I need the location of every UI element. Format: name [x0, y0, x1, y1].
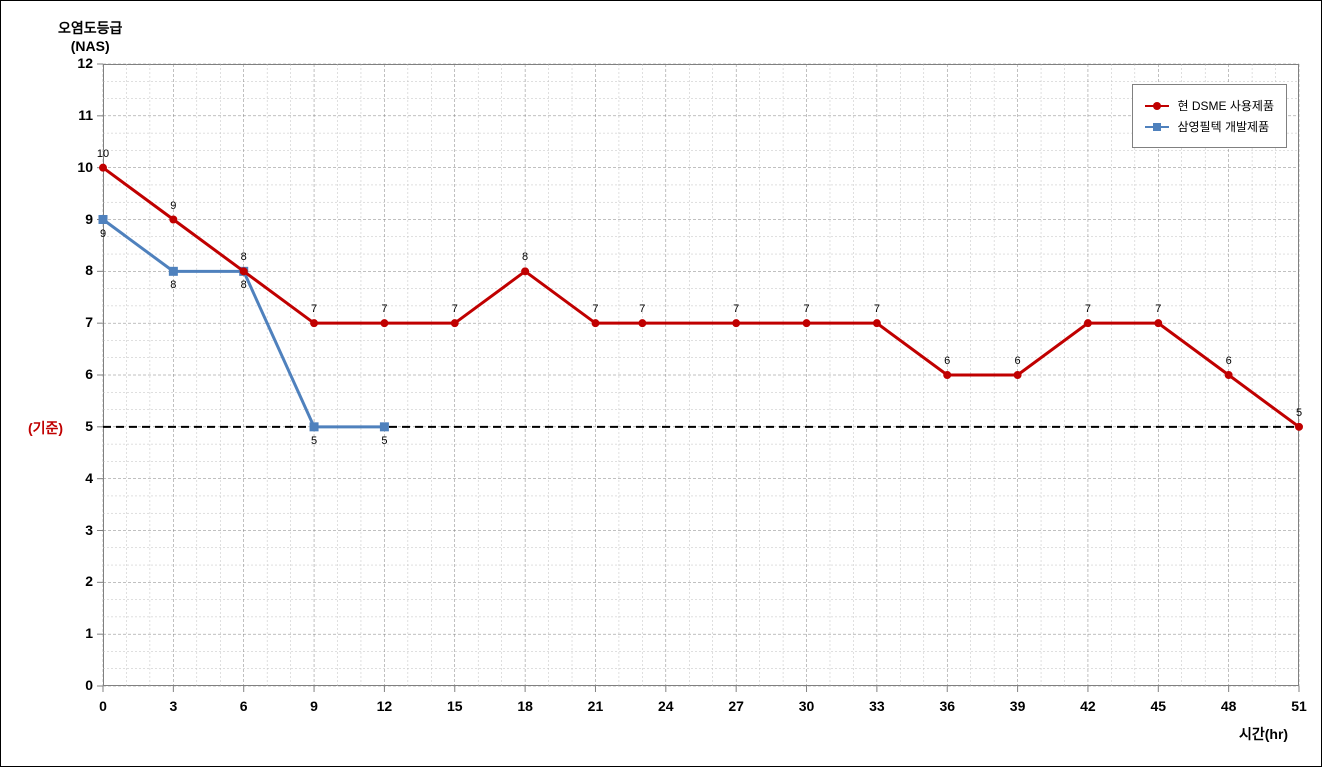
y-tick-label: 7: [63, 314, 93, 330]
x-tick-label: 45: [1143, 698, 1173, 714]
x-tick-label: 15: [440, 698, 470, 714]
x-tick-label: 6: [229, 698, 259, 714]
y-tick-label: 5: [63, 418, 93, 434]
x-tick-label: 24: [651, 698, 681, 714]
data-point-label: 7: [585, 303, 605, 315]
legend-item-series2: 삼영필텍 개발제품: [1145, 118, 1274, 135]
data-point-label: 5: [1289, 407, 1309, 419]
y-tick-label: 6: [63, 366, 93, 382]
data-point-label: 7: [445, 303, 465, 315]
data-point-label: 8: [234, 279, 254, 291]
x-tick-label: 0: [88, 698, 118, 714]
legend-marker-series1: [1153, 102, 1161, 110]
data-point-label: 6: [1219, 355, 1239, 367]
x-tick-label: 9: [299, 698, 329, 714]
chart-container: 오염도등급 (NAS) 시간(hr) (기준) 현 DSME 사용제품 삼영필텍…: [0, 0, 1322, 767]
data-point-label: 9: [93, 228, 113, 240]
y-tick-label: 9: [63, 211, 93, 227]
reference-label: (기준): [28, 418, 63, 438]
x-tick-label: 30: [792, 698, 822, 714]
x-tick-label: 48: [1214, 698, 1244, 714]
legend-line-series2: [1145, 126, 1169, 128]
legend-label-series2: 삼영필텍 개발제품: [1177, 118, 1269, 135]
y-tick-label: 3: [63, 522, 93, 538]
data-point-label: 7: [374, 303, 394, 315]
data-point-label: 8: [234, 251, 254, 263]
y-tick-label: 11: [63, 107, 93, 123]
x-axis-title: 시간(hr): [1239, 724, 1288, 744]
y-axis-title-line1: 오염도등급: [58, 20, 122, 36]
x-tick-label: 12: [369, 698, 399, 714]
x-tick-label: 33: [862, 698, 892, 714]
y-axis-title: 오염도등급 (NAS): [58, 19, 122, 55]
chart-svg: [1, 1, 1322, 768]
y-tick-label: 0: [63, 677, 93, 693]
data-point-label: 7: [867, 303, 887, 315]
data-point-label: 7: [1148, 303, 1168, 315]
x-tick-label: 27: [721, 698, 751, 714]
x-tick-label: 21: [580, 698, 610, 714]
data-point-label: 7: [632, 303, 652, 315]
data-point-label: 8: [163, 279, 183, 291]
data-point-label: 6: [937, 355, 957, 367]
data-point-label: 10: [93, 148, 113, 160]
data-point-label: 9: [163, 200, 183, 212]
y-tick-label: 10: [63, 159, 93, 175]
x-tick-label: 42: [1073, 698, 1103, 714]
legend-item-series1: 현 DSME 사용제품: [1145, 97, 1274, 114]
x-tick-label: 51: [1284, 698, 1314, 714]
legend-box: 현 DSME 사용제품 삼영필텍 개발제품: [1132, 84, 1287, 148]
data-point-label: 7: [304, 303, 324, 315]
y-tick-label: 2: [63, 573, 93, 589]
x-tick-label: 3: [158, 698, 188, 714]
legend-label-series1: 현 DSME 사용제품: [1177, 97, 1274, 114]
data-point-label: 7: [1078, 303, 1098, 315]
y-axis-title-line2: (NAS): [71, 38, 110, 54]
y-tick-label: 8: [63, 262, 93, 278]
data-point-label: 7: [797, 303, 817, 315]
data-point-label: 6: [1008, 355, 1028, 367]
x-tick-label: 18: [510, 698, 540, 714]
data-point-label: 5: [374, 435, 394, 447]
legend-marker-series2: [1153, 123, 1161, 131]
y-tick-label: 1: [63, 625, 93, 641]
data-point-label: 7: [726, 303, 746, 315]
data-point-label: 5: [304, 435, 324, 447]
y-tick-label: 4: [63, 470, 93, 486]
x-tick-label: 39: [1003, 698, 1033, 714]
x-tick-label: 36: [932, 698, 962, 714]
data-point-label: 8: [515, 251, 535, 263]
y-tick-label: 12: [63, 55, 93, 71]
legend-line-series1: [1145, 105, 1169, 107]
